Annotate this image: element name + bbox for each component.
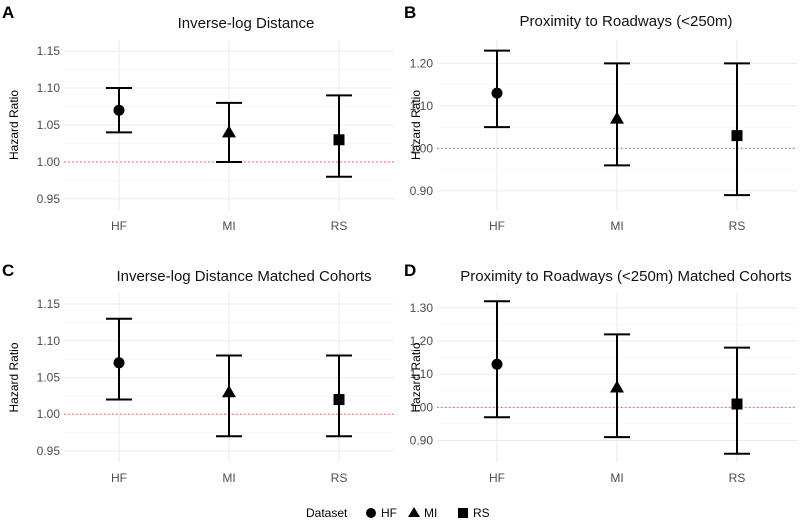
- legend-label: HF: [381, 506, 397, 520]
- legend-key-triangle: [408, 507, 420, 517]
- x-tick-label: RS: [729, 219, 746, 233]
- x-tick-label: MI: [222, 219, 235, 233]
- x-tick-label: HF: [111, 219, 127, 233]
- y-axis-label: Hazard Ratio: [7, 342, 21, 412]
- panel-tag: B: [404, 3, 416, 22]
- y-tick-label: 1.20: [410, 334, 434, 348]
- panel-title: Inverse-log Distance Matched Cohorts: [116, 268, 371, 285]
- point-rs: [333, 134, 345, 146]
- panel-tag: D: [404, 261, 416, 280]
- legend-title: Dataset: [306, 506, 348, 520]
- y-tick-label: 1.30: [410, 301, 434, 315]
- x-tick-label: HF: [489, 471, 505, 485]
- panel-tag: C: [2, 261, 14, 280]
- y-tick-label: 0.95: [37, 192, 61, 206]
- legend-item-hf: HF: [366, 506, 397, 520]
- legend-entries: HF MI RS: [366, 506, 490, 520]
- panel-c: 0.95 1.00 1.05 1.10 1.15 HF MI RS C Inverse-log D…: [2, 261, 394, 485]
- point-hf: [113, 357, 125, 369]
- y-tick-label: 0.90: [410, 184, 434, 198]
- point-mi: [222, 125, 236, 138]
- panel-tag: A: [2, 3, 14, 22]
- x-tick-label: HF: [489, 219, 505, 233]
- point-hf: [113, 104, 125, 116]
- y-tick-label: 0.95: [37, 444, 61, 458]
- y-tick-label: 1.10: [37, 334, 61, 348]
- y-tick-label: 1.00: [410, 141, 434, 155]
- x-tick-label: MI: [610, 219, 623, 233]
- point-hf: [491, 358, 503, 370]
- panel-title: Proximity to Roadways (<250m): [520, 13, 733, 30]
- y-tick-label: 1.00: [37, 407, 61, 421]
- error-bar-rs: [724, 62, 750, 197]
- panel-d: 0.90 1.00 1.10 1.20 1.30 HF MI RS D Proximity to …: [404, 261, 797, 485]
- legend-key-square: [458, 508, 468, 518]
- y-tick-label: 1.05: [37, 371, 61, 385]
- y-tick-label: 1.10: [410, 367, 434, 381]
- x-tick-label: RS: [331, 471, 348, 485]
- y-tick-label: 1.05: [37, 118, 61, 132]
- y-tick-label: 0.90: [410, 433, 434, 447]
- y-tick-label: 1.20: [410, 56, 434, 70]
- y-axis-label: Hazard Ratio: [7, 90, 21, 160]
- point-mi: [610, 380, 624, 393]
- legend-item-mi: MI: [408, 506, 437, 520]
- y-tick-label: 1.15: [37, 297, 61, 311]
- y-axis-label: Hazard Ratio: [409, 90, 423, 160]
- legend-item-rs: RS: [458, 506, 490, 520]
- y-tick-label: 1.10: [410, 99, 434, 113]
- point-rs: [731, 130, 743, 142]
- legend-label: MI: [424, 506, 437, 520]
- y-tick-label: 1.15: [37, 44, 61, 58]
- legend: Dataset HF MI RS: [306, 506, 490, 520]
- y-tick-label: 1.00: [37, 155, 61, 169]
- panel-a: 0.95 1.00 1.05 1.10 1.15 HF MI RS A Inverse-log D…: [2, 3, 394, 233]
- x-tick-label: RS: [729, 471, 746, 485]
- point-mi: [222, 385, 236, 398]
- x-tick-label: HF: [111, 471, 127, 485]
- y-tick-label: 1.10: [37, 81, 61, 95]
- point-hf: [491, 87, 503, 99]
- y-tick-label: 1.00: [410, 400, 434, 414]
- x-tick-label: MI: [222, 471, 235, 485]
- panel-title: Inverse-log Distance: [178, 15, 315, 32]
- panel-title: Proximity to Roadways (<250m) Matched Co…: [460, 268, 791, 285]
- x-tick-label: RS: [331, 219, 348, 233]
- y-axis-label: Hazard Ratio: [409, 342, 423, 412]
- legend-key-circle: [366, 508, 376, 518]
- point-rs: [731, 398, 743, 410]
- x-tick-label: MI: [610, 471, 623, 485]
- panels: 0.95 1.00 1.05 1.10 1.15 HF MI RS A Inverse-log D…: [2, 3, 797, 485]
- point-mi: [610, 111, 624, 124]
- point-rs: [333, 394, 345, 406]
- panel-b: 0.90 1.00 1.10 1.20 HF MI RS B Proximity to Road…: [404, 3, 797, 233]
- legend-label: RS: [473, 506, 490, 520]
